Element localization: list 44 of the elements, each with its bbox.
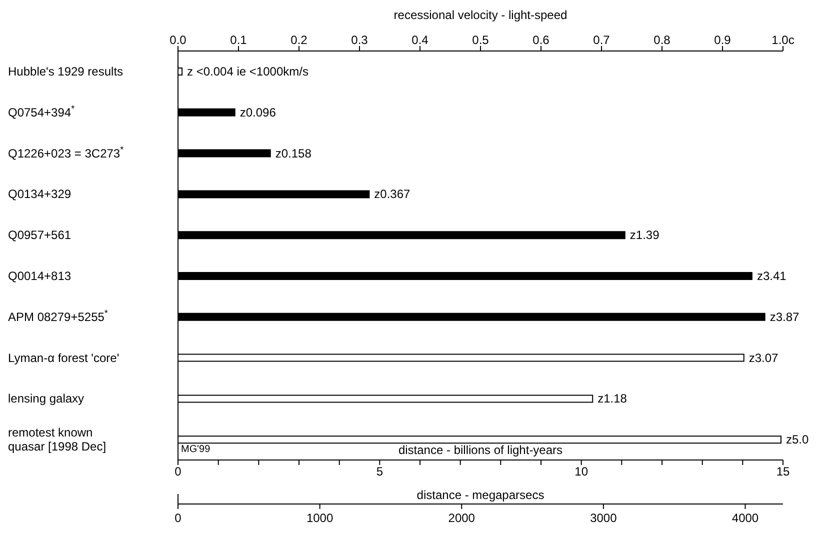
data-label: z <0.004 ie <1000km/s [187, 64, 308, 78]
y-tick-label: Lyman-α forest 'core' [8, 350, 120, 365]
x2-tick-label: 0.1 [230, 33, 248, 47]
text: 2000 [448, 511, 476, 525]
x2-tick-label: 0.9 [714, 33, 732, 47]
y-tick-label: Hubble's 1929 results [8, 64, 124, 78]
y-tick-label: APM 08279+5255$^{*}$ [8, 308, 108, 324]
data-label: z1.18 [598, 392, 628, 406]
y-tick-label: Q1226+023 = 3C273$^{*}$ [8, 144, 124, 160]
annotation: MG'99 [181, 444, 210, 455]
x2-tick-label: 0.8 [654, 33, 671, 47]
y-tick-label: remotest known quasar [1998 Dec] [8, 426, 106, 454]
x2-axis-title: recessional velocity - light-speed [394, 8, 568, 22]
text: 3000 [590, 511, 618, 525]
data-label: z0.096 [240, 105, 276, 120]
data-label: z1.39 [630, 228, 660, 242]
x2-tick-label: 0.0 [170, 33, 187, 47]
x2-tick-label: 0.6 [532, 33, 550, 47]
x2-tick-label: 0.3 [351, 33, 368, 47]
y-tick-label: Q0134+329 [8, 187, 72, 202]
x2-tick-label: 0.5 [472, 33, 490, 47]
x-axis-title: distance - billions of light-years [398, 443, 563, 457]
x2-tick-label: 0.4 [412, 33, 429, 47]
x-tick-label: 0 [174, 464, 182, 479]
data-label: z0.158 [275, 146, 312, 160]
x2-tick-label: 0.7 [593, 33, 610, 47]
x2-tick-label: 0.2 [290, 33, 308, 47]
text: 0 [174, 511, 182, 525]
text: distance - megaparsecs [416, 488, 544, 502]
data-label: z3.87 [770, 310, 800, 324]
data-label: z5.0 [786, 432, 809, 447]
data-label: z3.07 [748, 350, 779, 365]
x2-tick-label: 1.0c [772, 33, 794, 47]
x-tick-label: 15 [776, 464, 790, 479]
y-tick-label: lensing galaxy [8, 392, 84, 406]
y-tick-label: Q0014+813 [8, 268, 72, 283]
x-tick-label: 10 [574, 464, 588, 479]
text: 4000 [732, 511, 759, 525]
data-label: z3.41 [756, 269, 787, 283]
data-label: z0.367 [374, 187, 411, 202]
x-tick-label: 5 [376, 464, 384, 479]
y-tick-label: Q0957+561 [8, 228, 72, 242]
text: 1000 [306, 511, 334, 525]
y-tick-label: Q0754+394$^{*}$ [8, 103, 76, 120]
